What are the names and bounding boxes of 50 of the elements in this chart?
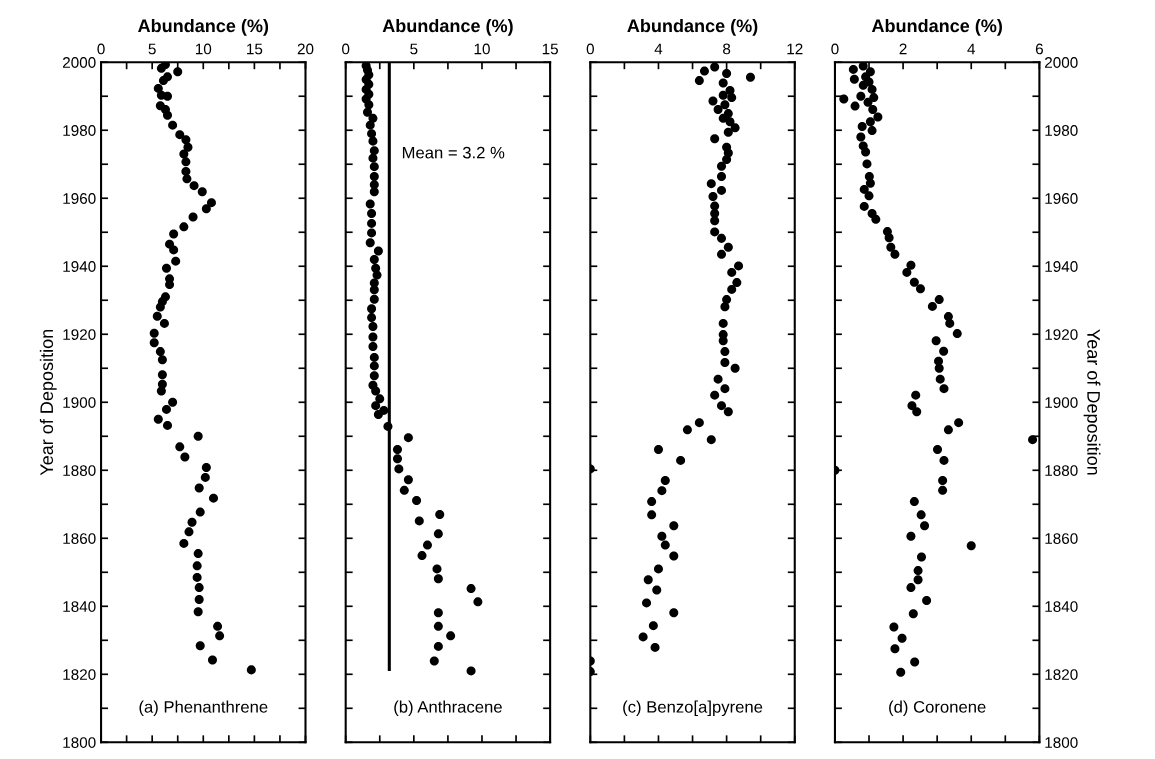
- x-tick-label: 0: [342, 43, 350, 55]
- y2-tick-label: 1960: [1045, 193, 1078, 204]
- x-tick-label: 10: [474, 43, 490, 55]
- y2-tick-label: 1980: [1045, 125, 1078, 136]
- y-tick-label: 1860: [63, 533, 96, 544]
- x-tick-label: 0: [831, 43, 839, 55]
- y2-tick-label: 1880: [1045, 465, 1078, 476]
- x-tick-label: 6: [1035, 43, 1043, 55]
- x-tick-label: 8: [723, 43, 731, 55]
- y-tick-label: 1800: [63, 737, 96, 748]
- y2-tick-label: 1860: [1045, 533, 1078, 544]
- y-tick-label: 1940: [63, 261, 96, 272]
- annotation: (c) Benzo[a]pyrene: [623, 700, 763, 717]
- x-tick-label: 0: [97, 43, 105, 55]
- x-axis-title: Abundance (%): [627, 18, 758, 36]
- y2-tick-label: 2000: [1045, 57, 1078, 68]
- x-tick-label: 20: [297, 43, 314, 55]
- y2-tick-label: 1900: [1045, 397, 1078, 408]
- y2-tick-label: 1800: [1045, 737, 1078, 748]
- annotation: (b) Anthracene: [394, 700, 502, 717]
- y-tick-label: 1840: [63, 601, 96, 612]
- y2-tick-label: 1920: [1045, 329, 1078, 340]
- y-tick-label: 1900: [63, 397, 96, 408]
- x-tick-label: 4: [967, 43, 976, 55]
- y2-tick-label: 1940: [1045, 261, 1078, 272]
- x-tick-label: 5: [148, 43, 156, 55]
- x-axis-title: Abundance (%): [138, 18, 269, 36]
- y-tick-label: 1980: [63, 125, 96, 136]
- x-axis-title: Abundance (%): [382, 18, 513, 36]
- y-tick-label: 1820: [63, 669, 96, 680]
- x-axis-title: Abundance (%): [871, 18, 1002, 36]
- x-tick-label: 12: [787, 43, 803, 55]
- y2-tick-label: 1820: [1045, 669, 1078, 680]
- x-tick-label: 5: [410, 43, 418, 55]
- y2-tick-label: 1840: [1045, 601, 1078, 612]
- y-tick-label: 2000: [62, 57, 96, 68]
- x-tick-label: 15: [247, 43, 263, 55]
- ref-line-label: Mean = 3.2 %: [402, 146, 505, 159]
- y-tick-label: 1960: [63, 193, 96, 204]
- y-tick-label: 1920: [63, 329, 96, 340]
- x-tick-label: 2: [899, 43, 907, 55]
- annotation: (a) Phenanthrene: [139, 700, 268, 717]
- y2-axis-title: Year of Deposition: [1083, 329, 1101, 475]
- x-tick-label: 15: [542, 43, 558, 55]
- x-tick-label: 10: [195, 43, 212, 55]
- x-tick-label: 4: [654, 43, 663, 55]
- y-axis-title: Year of Deposition: [39, 329, 57, 476]
- y-tick-label: 1880: [63, 465, 96, 476]
- x-tick-label: 0: [586, 43, 594, 55]
- annotation: (d) Coronene: [889, 700, 986, 717]
